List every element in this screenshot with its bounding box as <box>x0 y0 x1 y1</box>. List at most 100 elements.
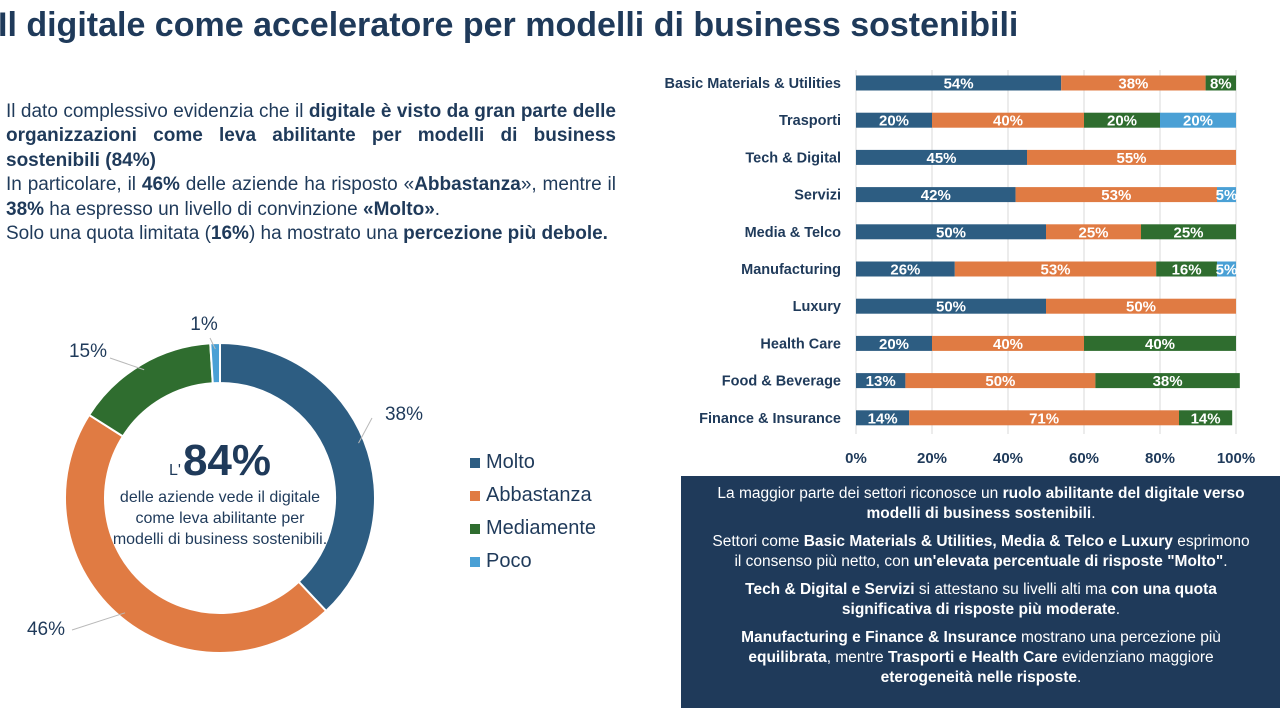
donut-slice-label: 15% <box>69 341 107 362</box>
bar-value-label: 38% <box>1153 373 1183 390</box>
bar-value-label: 55% <box>1116 150 1146 167</box>
intro-text: Il dato complessivo evidenzia che il dig… <box>6 100 616 246</box>
bar-segment <box>856 335 932 351</box>
page-title: Il digitale come acceleratore per modell… <box>0 6 1019 44</box>
donut-chart: 38% 46% 15% 1% <box>27 314 423 654</box>
legend-label: Abbastanza <box>486 484 592 506</box>
bar-value-label: 45% <box>926 150 956 167</box>
x-tick-label: 20% <box>917 450 947 467</box>
legend-swatch <box>470 457 480 468</box>
bar-value-label: 50% <box>1126 299 1156 316</box>
donut-center-value: 84% <box>182 436 272 485</box>
bar-value-label: 50% <box>985 373 1015 390</box>
bar-value-label: 20% <box>879 113 909 130</box>
bar-value-label: 16% <box>1172 262 1202 279</box>
intro-paragraph: Il dato complessivo evidenzia che il dig… <box>6 101 616 171</box>
bar-segment <box>1027 149 1236 165</box>
bar-segment <box>856 187 1016 203</box>
summary-paragraph: La maggior parte dei settori riconosce u… <box>717 485 1245 522</box>
bar-value-label: 20% <box>1107 113 1137 130</box>
bar-value-label: 25% <box>1078 224 1108 241</box>
bar-segment <box>1084 112 1160 128</box>
bar-value-label: 26% <box>890 262 920 279</box>
donut-legend: Molto Abbastanza Mediamente Poco <box>470 446 596 578</box>
bar-value-label: 14% <box>868 410 898 427</box>
bar-segment <box>1156 261 1217 277</box>
bar-segment <box>856 373 906 389</box>
summary-paragraph: Tech & Digital e Servizi si attestano su… <box>745 581 1217 618</box>
legend-swatch <box>470 490 480 501</box>
sector-stacked-bar-chart: 0% 20% 40% 60% 80% 100% Basic Materials & Util… <box>665 70 1255 467</box>
category-label: Luxury <box>793 299 841 315</box>
bar-segment <box>932 112 1084 128</box>
donut-slice-label: 46% <box>27 619 65 640</box>
bar-value-label: 5% <box>1216 187 1238 204</box>
donut-slice <box>219 341 376 613</box>
donut-center-text: L'84% delle aziende vede il digitale com… <box>110 437 330 550</box>
bar-segment <box>932 335 1084 351</box>
bar-segment <box>1160 112 1236 128</box>
legend-label: Poco <box>486 550 532 572</box>
bar-value-label: 8% <box>1210 76 1232 93</box>
x-tick-label: 60% <box>1069 450 1099 467</box>
intro-paragraph: Solo una quota limitata (16%) ha mostrat… <box>6 223 608 245</box>
intro-paragraph: In particolare, il 46% delle aziende ha … <box>6 174 617 220</box>
category-label: Basic Materials & Utilities <box>665 76 842 92</box>
x-tick-label: 0% <box>845 450 867 467</box>
bar-value-label: 71% <box>1029 410 1059 427</box>
bar-value-label: 5% <box>1216 262 1238 279</box>
legend-item: Molto <box>470 446 596 479</box>
category-label: Servizi <box>794 188 841 204</box>
summary-box: La maggior parte dei settori riconosce u… <box>681 476 1280 708</box>
bar-value-label: 20% <box>879 336 909 353</box>
x-tick-label: 40% <box>993 450 1023 467</box>
bar-segment <box>905 373 1096 389</box>
bar-value-label: 13% <box>866 373 896 390</box>
category-label: Health Care <box>760 336 841 352</box>
bar-value-label: 50% <box>936 224 966 241</box>
bar-segment <box>856 410 910 426</box>
bar-segment <box>1095 373 1240 389</box>
donut-slice <box>209 341 221 385</box>
legend-label: Mediamente <box>486 517 597 539</box>
bar-segment <box>856 298 1046 314</box>
legend-item: Abbastanza <box>470 479 596 512</box>
bar-segment <box>1046 224 1141 240</box>
x-tick-label: 100% <box>1217 450 1255 467</box>
bar-value-label: 53% <box>1040 262 1070 279</box>
bar-value-label: 38% <box>1118 76 1148 93</box>
legend-item: Mediamente <box>470 512 596 545</box>
category-label: Finance & Insurance <box>699 411 841 427</box>
category-label: Manufacturing <box>741 262 841 278</box>
bar-segment <box>856 261 955 277</box>
x-tick-label: 80% <box>1145 450 1175 467</box>
donut-slice <box>87 342 214 438</box>
bar-value-label: 14% <box>1191 410 1221 427</box>
bar-value-label: 40% <box>993 113 1023 130</box>
bar-segment <box>954 261 1157 277</box>
donut-leader-line <box>71 612 126 631</box>
legend-swatch <box>470 523 480 534</box>
bar-value-label: 42% <box>921 187 951 204</box>
donut-slice-label: 1% <box>190 314 218 335</box>
bar-value-label: 40% <box>993 336 1023 353</box>
bar-value-label: 20% <box>1183 113 1213 130</box>
donut-slice <box>64 413 328 654</box>
bar-segment <box>856 149 1027 165</box>
donut-leader-line <box>358 417 373 444</box>
bar-segment <box>1217 261 1236 277</box>
bar-segment <box>1141 224 1236 240</box>
bar-value-label: 54% <box>944 76 974 93</box>
bar-segment <box>909 410 1179 426</box>
legend-swatch <box>470 556 480 567</box>
bar-segment <box>856 224 1046 240</box>
bar-value-label: 50% <box>936 299 966 316</box>
category-label: Media & Telco <box>745 225 842 241</box>
bar-segment <box>856 112 932 128</box>
bar-value-label: 53% <box>1101 187 1131 204</box>
donut-center-description: delle aziende vede il digitale come leva… <box>112 489 328 548</box>
bar-segment <box>1205 75 1236 91</box>
bar-segment <box>1084 335 1236 351</box>
bar-segment <box>1217 187 1236 203</box>
category-label: Food & Beverage <box>722 374 841 390</box>
